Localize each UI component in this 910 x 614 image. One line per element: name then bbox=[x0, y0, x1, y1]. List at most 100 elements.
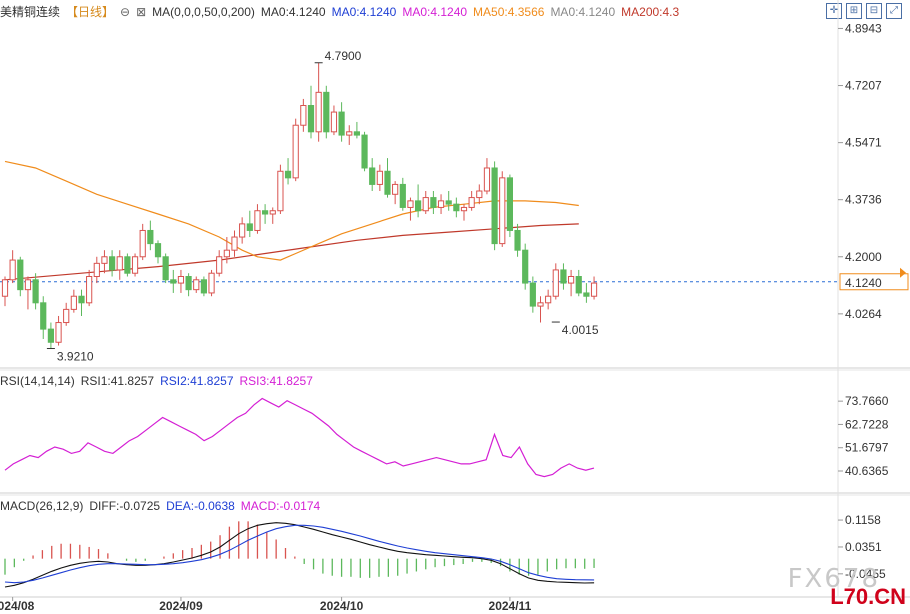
candle-body bbox=[254, 210, 261, 231]
ma-items: MA0:4.1240 MA0:4.1240 MA0:4.1240 MA50:4.356… bbox=[261, 5, 685, 19]
candle-body bbox=[216, 256, 223, 274]
candle-body bbox=[453, 203, 460, 212]
candle-body bbox=[583, 292, 590, 297]
candle-body bbox=[9, 259, 16, 281]
high-price-label: 4.7900 bbox=[325, 49, 362, 63]
candle-body bbox=[575, 276, 582, 294]
candle-body bbox=[70, 295, 77, 310]
rsi-tick-label: 73.7660 bbox=[845, 394, 889, 408]
rsi-item-2: RSI3:41.8257 bbox=[239, 374, 313, 388]
macd-diff-line bbox=[4, 522, 595, 588]
candle-body bbox=[47, 328, 54, 343]
date-tick-label: 2024/08 bbox=[0, 599, 35, 613]
candle-body bbox=[154, 243, 162, 258]
price-tick-label: 4.3736 bbox=[845, 193, 882, 207]
date-tick-label: 2024/11 bbox=[489, 599, 532, 613]
candle-body bbox=[545, 295, 552, 304]
macd-item-2: MACD:-0.0174 bbox=[240, 499, 321, 513]
ma-item-4: MA0:4.1240 bbox=[550, 4, 616, 19]
candle-body bbox=[292, 124, 299, 179]
candle-body bbox=[139, 229, 146, 258]
macd-tick-label: 0.1158 bbox=[845, 513, 881, 527]
candle-body bbox=[147, 229, 154, 245]
candle-body bbox=[284, 170, 292, 179]
candle-body bbox=[262, 210, 269, 215]
candle-body bbox=[162, 256, 169, 281]
macd-header: MACD(26,12,9) DIFF:-0.0725 DEA:-0.0638 MAC… bbox=[0, 499, 326, 513]
candle-body bbox=[384, 170, 391, 195]
ma-item-3: MA50:4.3566 bbox=[473, 4, 545, 19]
zoom-out-icon[interactable]: ⊟ bbox=[866, 3, 882, 19]
candle-body bbox=[437, 200, 445, 208]
candle-body bbox=[537, 302, 544, 307]
rsi-header: RSI(14,14,14) RSI1:41.8257 RSI2:41.8257 RS… bbox=[0, 374, 319, 388]
candle-body bbox=[315, 91, 322, 133]
main-chart-header: 美精铜连续 【日线】 ⊖ ⊠ MA(0,0,0,50,0,200) MA0:4.… bbox=[0, 3, 685, 20]
candle-body bbox=[24, 279, 32, 291]
period-tag[interactable]: 【日线】 bbox=[66, 5, 115, 19]
candle-body bbox=[109, 256, 116, 271]
price-tick-label: 4.0264 bbox=[845, 307, 882, 321]
crosshair-icon[interactable]: ✛ bbox=[826, 3, 842, 19]
watermark-fx678: FX678 bbox=[787, 564, 880, 594]
candle-body bbox=[552, 269, 559, 297]
candle-body bbox=[568, 276, 575, 284]
current-price-label: 4.1240 bbox=[845, 276, 882, 290]
candle-body bbox=[231, 236, 238, 251]
candle-body bbox=[445, 200, 452, 205]
current-price-box bbox=[839, 273, 909, 291]
watermark-l70: L70.CN bbox=[830, 584, 906, 609]
candle-body bbox=[78, 295, 85, 304]
date-tick-label: 2024/09 bbox=[159, 599, 203, 613]
candle-body bbox=[392, 183, 399, 195]
candle-body bbox=[323, 91, 330, 133]
candle-body bbox=[399, 183, 406, 208]
macd-dea-line bbox=[4, 524, 595, 584]
rsi-tick-label: 40.6365 bbox=[845, 464, 889, 478]
candle-body bbox=[208, 272, 215, 294]
macd-tick-label: -0.0455 bbox=[845, 567, 886, 581]
candle-body bbox=[246, 223, 253, 231]
candle-body bbox=[177, 276, 185, 284]
ma-icon: ⊠ bbox=[136, 4, 147, 19]
price-tick-label: 4.7207 bbox=[845, 79, 882, 93]
candle-body bbox=[185, 276, 192, 291]
candle-body bbox=[269, 210, 276, 215]
candle-body bbox=[529, 282, 536, 307]
ma-item-1: MA0:4.1240 bbox=[331, 4, 397, 19]
candle-body bbox=[17, 259, 24, 291]
candle-body bbox=[1, 279, 9, 297]
rsi-tick-label: 62.7228 bbox=[845, 417, 889, 431]
candle-body bbox=[307, 105, 315, 133]
candle-body bbox=[55, 322, 62, 343]
price-tick-label: 4.2000 bbox=[845, 250, 882, 264]
candle-body bbox=[460, 206, 468, 212]
rsi-line bbox=[4, 397, 595, 478]
candle-body bbox=[376, 170, 383, 185]
candle-body bbox=[407, 200, 414, 208]
candle-body bbox=[430, 197, 437, 208]
rsi-label: RSI(14,14,14) bbox=[0, 374, 75, 388]
candle-body bbox=[93, 262, 100, 278]
candle-body bbox=[590, 282, 598, 297]
current-price-marker-icon bbox=[900, 267, 906, 278]
ma-item-0: MA0:4.1240 bbox=[260, 4, 326, 19]
zoom-in-icon[interactable]: ⊞ bbox=[846, 3, 862, 19]
candle-body bbox=[170, 279, 177, 284]
macd-label: MACD(26,12,9) bbox=[0, 499, 84, 513]
candle-body bbox=[369, 167, 376, 185]
candle-body bbox=[560, 269, 567, 284]
candle-body bbox=[300, 105, 307, 126]
rsi-item-0: RSI1:41.8257 bbox=[80, 374, 155, 388]
fullscreen-icon[interactable]: ⤢ bbox=[886, 3, 902, 19]
ma-item-5: MA200:4.3 bbox=[621, 4, 680, 19]
candle-body bbox=[506, 177, 513, 231]
symbol-name: 美精铜连续 bbox=[0, 5, 61, 19]
rsi-tick-label: 51.6797 bbox=[845, 441, 889, 455]
candle-body bbox=[338, 111, 345, 136]
settings-icon[interactable]: ⊖ bbox=[120, 4, 131, 19]
price-tick-label: 4.8943 bbox=[845, 21, 882, 35]
macd-item-1: DEA:-0.0638 bbox=[166, 499, 235, 513]
candle-body bbox=[499, 177, 506, 245]
